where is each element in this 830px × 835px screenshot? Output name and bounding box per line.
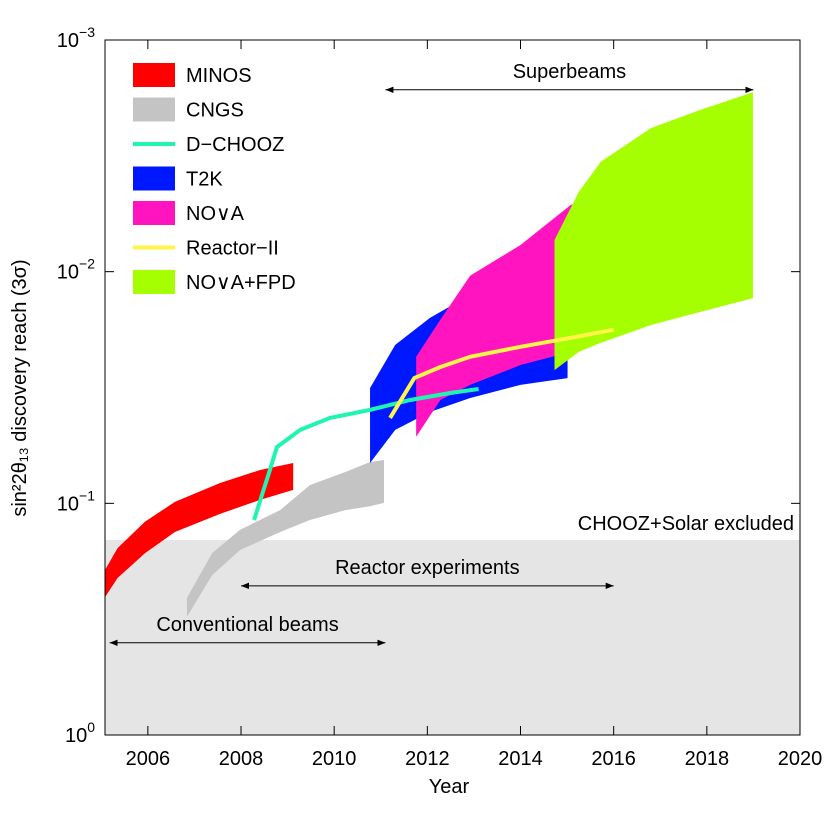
y-tick-label: 100 — [65, 719, 95, 747]
annotation: Reactor experiments — [335, 557, 520, 579]
legend-swatch — [133, 201, 175, 225]
x-tick-label: 2014 — [498, 748, 543, 770]
x-tick-label: 2008 — [219, 748, 264, 770]
x-tick-label: 2012 — [405, 748, 450, 770]
y-tick-label: 10−3 — [57, 24, 95, 52]
plot-area: CHOOZ+Solar excluded — [105, 92, 800, 735]
y-tick-exponent: −2 — [79, 256, 95, 272]
x-tick-label: 2020 — [778, 748, 823, 770]
excluded-region — [105, 540, 800, 735]
x-tick-label: 2018 — [685, 748, 730, 770]
y-tick-base: 10 — [57, 262, 79, 284]
legend-label: NO∨A+FPD — [186, 272, 296, 294]
line — [252, 387, 479, 521]
band — [554, 92, 753, 371]
legend-label: Reactor−II — [186, 238, 279, 260]
y-tick-exponent: −1 — [79, 487, 95, 503]
line — [388, 327, 615, 419]
y-tick-base: 10 — [57, 493, 79, 515]
legend-swatch — [133, 270, 175, 294]
y-tick-base: 10 — [65, 725, 87, 747]
band — [186, 459, 385, 617]
y-tick-exponent: −3 — [79, 24, 95, 40]
x-axis-title: Year — [429, 776, 470, 798]
legend-swatch — [133, 63, 175, 87]
y-tick-exponent: 0 — [87, 719, 95, 735]
region-label: CHOOZ+Solar excluded — [578, 513, 794, 535]
legend-label: T2K — [186, 169, 223, 191]
legend-label: NO∨A — [186, 203, 245, 225]
legend-label: MINOS — [186, 65, 252, 87]
plot-frame — [104, 39, 801, 736]
x-tick-label: 2016 — [591, 748, 636, 770]
legend-label: D−CHOOZ — [186, 134, 284, 156]
x-tick-label: 2006 — [126, 748, 171, 770]
x-tick-label: 2010 — [312, 748, 357, 770]
y-axis-title: sin²2θ₁₃ discovery reach (3σ) — [9, 259, 31, 516]
legend-swatch — [133, 166, 175, 191]
y-tick-label: 10−1 — [57, 487, 95, 515]
y-tick-base: 10 — [57, 30, 79, 52]
y-tick-label: 10−2 — [57, 256, 95, 284]
legend-swatch — [133, 97, 175, 122]
band — [105, 463, 294, 598]
annotation: Superbeams — [513, 61, 626, 83]
annotation: Conventional beams — [156, 614, 338, 636]
legend-label: CNGS — [186, 100, 244, 122]
